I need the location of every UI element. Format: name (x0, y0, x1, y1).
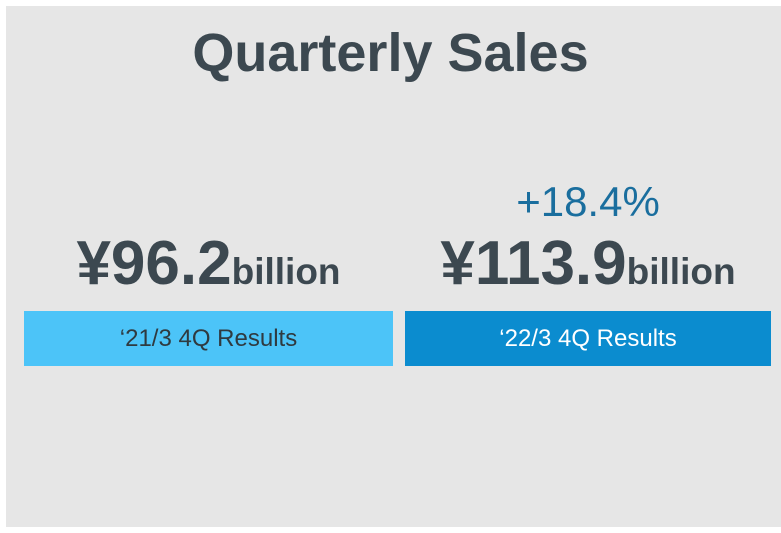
amount-unit: billion (626, 251, 736, 292)
change-percent: +18.4% (516, 178, 660, 225)
amount-curr: ¥113.9billion (405, 228, 771, 299)
panel (6, 6, 781, 527)
period-label: ‘21/3 4Q Results (24, 311, 393, 366)
amount-value: ¥113.9 (440, 229, 627, 298)
amount-prev: ¥96.2billion (24, 228, 393, 299)
period-label: ‘22/3 4Q Results (405, 311, 771, 366)
amount-unit: billion (231, 251, 341, 292)
amount-value: ¥96.2 (76, 229, 232, 298)
title: Quarterly Sales (192, 23, 589, 83)
